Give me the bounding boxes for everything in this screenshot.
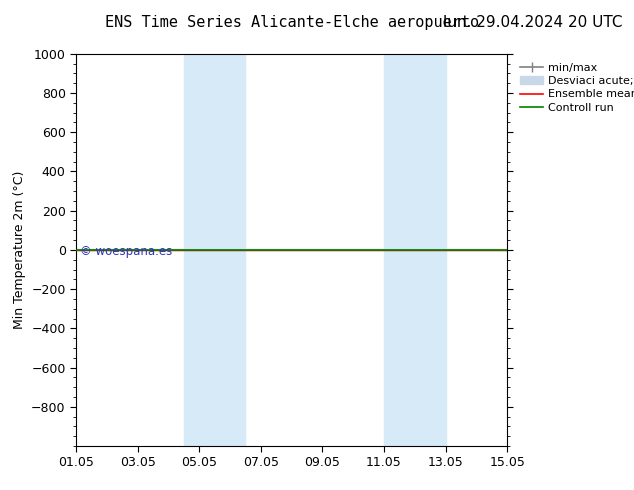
Text: ENS Time Series Alicante-Elche aeropuerto: ENS Time Series Alicante-Elche aeropuert… xyxy=(105,15,479,30)
Y-axis label: Min Temperature 2m (°C): Min Temperature 2m (°C) xyxy=(13,171,25,329)
Bar xyxy=(184,54,245,446)
Text: © woespana.es: © woespana.es xyxy=(81,245,172,258)
Legend: min/max, Desviaci acute;n est  acute;ndar, Ensemble mean run, Controll run: min/max, Desviaci acute;n est acute;ndar… xyxy=(517,59,634,116)
Bar xyxy=(384,54,446,446)
Text: lun. 29.04.2024 20 UTC: lun. 29.04.2024 20 UTC xyxy=(443,15,623,30)
